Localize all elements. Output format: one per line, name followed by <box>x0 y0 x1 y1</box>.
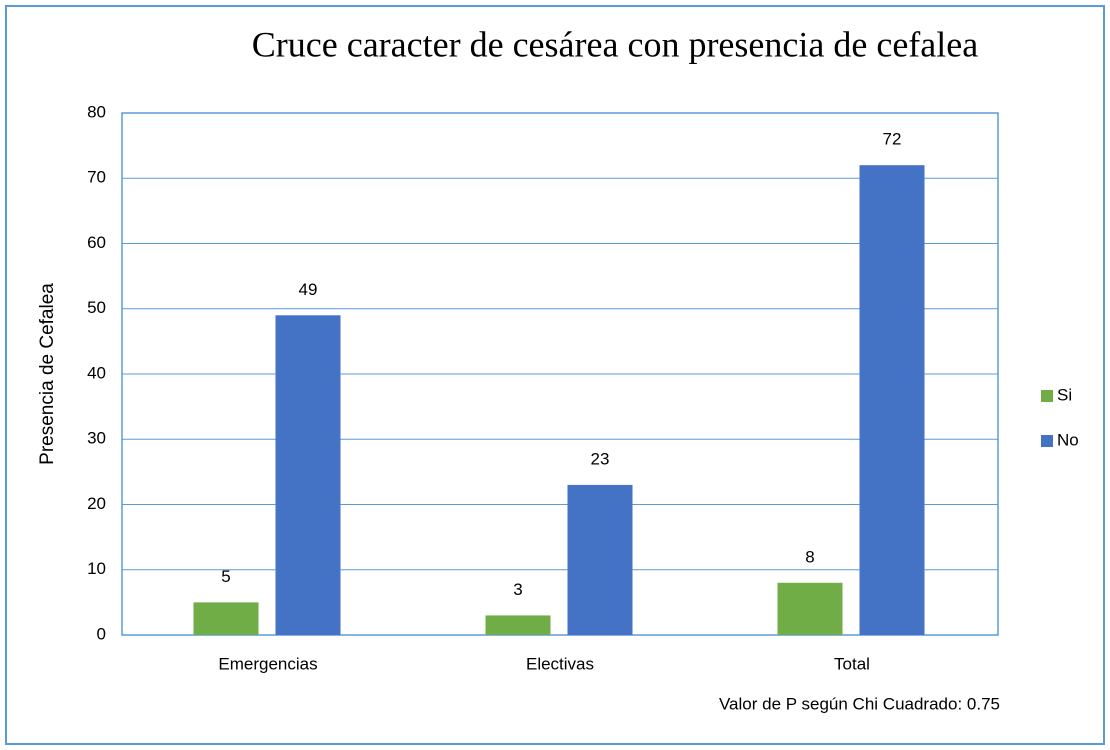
y-tick-label: 30 <box>87 429 106 448</box>
legend-swatch <box>1041 435 1053 447</box>
chart-title: Cruce caracter de cesárea con presencia … <box>252 24 978 64</box>
x-tick-label: Emergencias <box>218 654 317 673</box>
y-tick-label: 60 <box>87 233 106 252</box>
plot-border <box>121 112 999 636</box>
bar <box>275 315 341 635</box>
bar <box>859 165 925 635</box>
bar <box>777 582 843 635</box>
bar <box>485 615 551 635</box>
data-label: 8 <box>805 547 814 566</box>
legend-label: No <box>1057 430 1079 449</box>
annotation: Valor de P según Chi Cuadrado: 0.75 <box>719 694 1000 713</box>
y-tick-label: 70 <box>87 168 106 187</box>
y-tick-label: 10 <box>87 559 106 578</box>
data-label: 49 <box>299 280 318 299</box>
data-label: 72 <box>883 130 902 149</box>
bar <box>193 602 259 635</box>
legend-label: Si <box>1057 385 1072 404</box>
chart-border <box>5 5 1105 745</box>
bar <box>567 484 633 635</box>
data-label: 3 <box>513 580 522 599</box>
y-tick-label: 50 <box>87 298 106 317</box>
legend-swatch <box>1041 390 1053 402</box>
data-label: 23 <box>591 449 610 468</box>
y-axis-label: Presencia de Cefalea <box>37 283 58 465</box>
x-tick-label: Electivas <box>526 654 594 673</box>
data-label: 5 <box>221 567 230 586</box>
x-tick-label: Total <box>834 654 870 673</box>
y-tick-label: 20 <box>87 494 106 513</box>
y-tick-label: 40 <box>87 363 106 382</box>
y-tick-label: 80 <box>87 102 106 121</box>
y-tick-label: 0 <box>97 624 106 643</box>
